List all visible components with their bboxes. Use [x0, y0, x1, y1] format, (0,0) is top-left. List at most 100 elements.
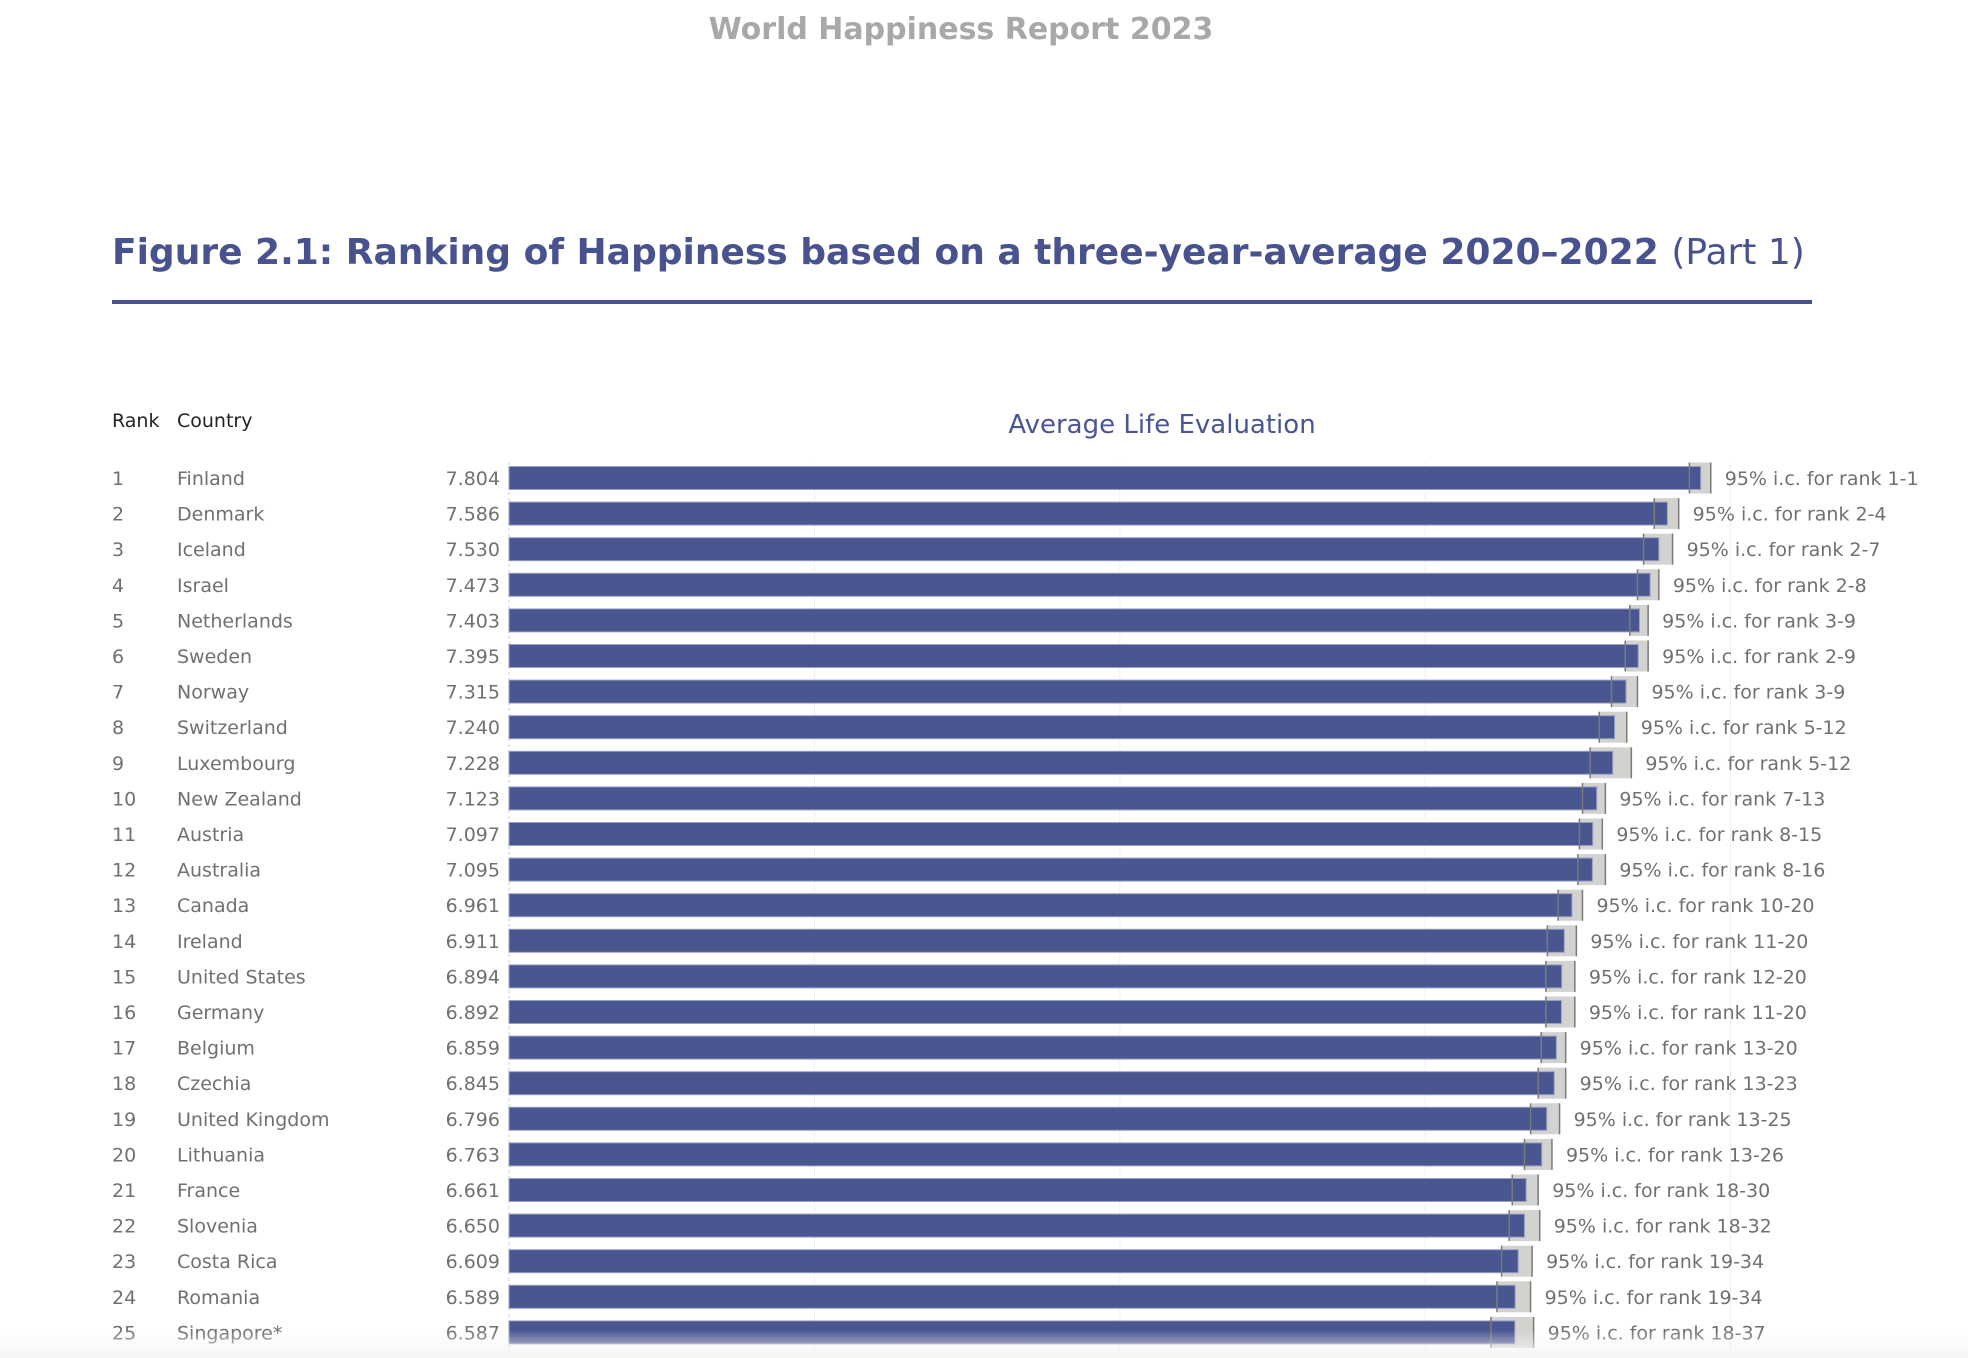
value-label: 6.961	[446, 895, 500, 917]
country-column-header: Country	[177, 410, 252, 432]
rank-label: 24	[112, 1287, 136, 1309]
chart-row: 14 Ireland 6.911 95% i.c. for rank 11-20	[112, 925, 1808, 957]
ci-label: 95% i.c. for rank 2-4	[1693, 504, 1887, 526]
bar	[508, 1178, 1527, 1202]
value-label: 7.395	[446, 646, 500, 668]
chart-row: 18 Czechia 6.845 95% i.c. for rank 13-23	[112, 1067, 1798, 1099]
value-label: 7.403	[446, 610, 500, 632]
ci-label: 95% i.c. for rank 8-16	[1619, 860, 1825, 882]
chart-row: 17 Belgium 6.859 95% i.c. for rank 13-20	[112, 1032, 1798, 1064]
value-label: 6.892	[446, 1002, 500, 1024]
bottom-fade	[0, 1330, 1968, 1358]
chart-row: 10 New Zealand 7.123 95% i.c. for rank 7-13	[112, 782, 1825, 814]
rank-label: 22	[112, 1216, 136, 1238]
rank-label: 5	[112, 610, 124, 632]
chart-row: 11 Austria 7.097 95% i.c. for rank 8-15	[112, 818, 1822, 850]
rank-label: 3	[112, 539, 124, 561]
chart-row: 8 Switzerland 7.240 95% i.c. for rank 5-12	[112, 711, 1847, 743]
ci-label: 95% i.c. for rank 2-7	[1687, 539, 1881, 561]
value-label: 7.530	[446, 539, 500, 561]
ci-label: 95% i.c. for rank 2-8	[1673, 575, 1867, 597]
ci-label: 95% i.c. for rank 13-20	[1580, 1038, 1798, 1060]
rank-label: 17	[112, 1038, 136, 1060]
ci-label: 95% i.c. for rank 19-34	[1545, 1287, 1763, 1309]
bar	[508, 964, 1563, 989]
bar	[508, 786, 1598, 811]
ci-label: 95% i.c. for rank 3-9	[1662, 610, 1856, 632]
chart-row: 15 United States 6.894 95% i.c. for rank 12…	[112, 960, 1807, 992]
chart-row: 1 Finland 7.804 95% i.c. for rank 1-1	[112, 462, 1919, 494]
rank-label: 7	[112, 682, 124, 704]
bar	[508, 608, 1640, 633]
chart-row: 23 Costa Rica 6.609 95% i.c. for rank 19-34	[112, 1245, 1764, 1277]
rank-label: 15	[112, 966, 136, 988]
ci-label: 95% i.c. for rank 13-25	[1574, 1109, 1792, 1131]
value-label: 7.240	[446, 717, 500, 739]
bar	[508, 1284, 1516, 1309]
value-label: 6.763	[446, 1144, 500, 1166]
chart-row: 19 United Kingdom 6.796 95% i.c. for rank 1…	[112, 1103, 1792, 1135]
rank-label: 12	[112, 860, 136, 882]
rank-label: 13	[112, 895, 136, 917]
rank-label: 9	[112, 753, 124, 775]
country-label: Luxembourg	[177, 753, 295, 775]
country-label: Denmark	[177, 504, 264, 526]
ci-label: 95% i.c. for rank 2-9	[1662, 646, 1856, 668]
bar	[508, 537, 1660, 562]
country-label: New Zealand	[177, 788, 302, 810]
rank-column-header: Rank	[112, 410, 159, 432]
country-label: Netherlands	[177, 610, 293, 632]
bar	[508, 822, 1594, 846]
chart-row: 2 Denmark 7.586 95% i.c. for rank 2-4	[112, 498, 1887, 530]
chart-row: 7 Norway 7.315 95% i.c. for rank 3-9	[112, 676, 1845, 708]
value-label: 6.845	[446, 1073, 500, 1095]
figure-title-part: (Part 1)	[1671, 232, 1805, 273]
rank-label: 4	[112, 575, 124, 597]
bar	[508, 1035, 1557, 1060]
ci-label: 95% i.c. for rank 13-26	[1566, 1144, 1784, 1166]
country-label: Sweden	[177, 646, 252, 668]
ci-label: 95% i.c. for rank 18-30	[1552, 1180, 1770, 1202]
country-label: France	[177, 1180, 240, 1202]
country-label: Ireland	[177, 931, 243, 953]
value-label: 6.661	[446, 1180, 500, 1202]
rank-label: 6	[112, 646, 124, 668]
figure-title-main: Figure 2.1: Ranking of Happiness based o…	[112, 232, 1659, 273]
bar	[508, 715, 1616, 740]
value-label: 6.589	[446, 1287, 500, 1309]
ci-label: 95% i.c. for rank 7-13	[1619, 788, 1825, 810]
value-label: 6.859	[446, 1038, 500, 1060]
country-label: Germany	[177, 1002, 264, 1024]
value-label: 6.650	[446, 1216, 500, 1238]
country-label: Costa Rica	[177, 1251, 278, 1273]
title-rule	[112, 300, 1812, 304]
chart-title: Average Life Evaluation	[1008, 410, 1315, 440]
ci-label: 95% i.c. for rank 10-20	[1596, 895, 1814, 917]
value-label: 6.894	[446, 966, 500, 988]
bar	[508, 1213, 1525, 1238]
country-label: Romania	[177, 1287, 260, 1309]
figure-title: Figure 2.1: Ranking of Happiness based o…	[112, 232, 1805, 273]
value-label: 7.586	[446, 504, 500, 526]
chart-row: 20 Lithuania 6.763 95% i.c. for rank 13-26	[112, 1138, 1784, 1170]
chart-row: 12 Australia 7.095 95% i.c. for rank 8-16	[112, 854, 1825, 886]
ci-label: 95% i.c. for rank 11-20	[1590, 931, 1808, 953]
rank-label: 18	[112, 1073, 136, 1095]
country-label: United Kingdom	[177, 1109, 330, 1131]
value-label: 6.609	[446, 1251, 500, 1273]
bar	[508, 572, 1651, 597]
country-label: Czechia	[177, 1073, 251, 1095]
chart-row: 5 Netherlands 7.403 95% i.c. for rank 3-9	[112, 604, 1856, 636]
ci-label: 95% i.c. for rank 8-15	[1616, 824, 1822, 846]
report-header: World Happiness Report 2023	[708, 12, 1214, 47]
value-label: 7.228	[446, 753, 500, 775]
country-label: Slovenia	[177, 1216, 258, 1238]
chart-row: 9 Luxembourg 7.228 95% i.c. for rank 5-12	[112, 747, 1851, 779]
ci-label: 95% i.c. for rank 13-23	[1580, 1073, 1798, 1095]
value-label: 7.315	[446, 682, 500, 704]
country-label: Austria	[177, 824, 244, 846]
ci-label: 95% i.c. for rank 3-9	[1651, 682, 1845, 704]
rank-label: 16	[112, 1002, 136, 1024]
ci-label: 95% i.c. for rank 12-20	[1589, 966, 1807, 988]
